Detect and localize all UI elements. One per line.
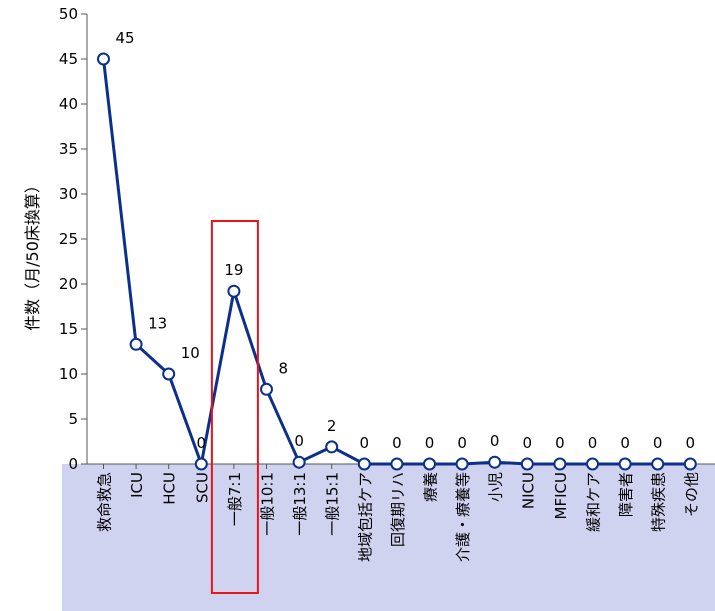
y-tick-label: 15 xyxy=(59,320,78,338)
x-tick-label: 療養 xyxy=(422,472,440,502)
data-point xyxy=(227,284,241,298)
data-point xyxy=(357,457,371,471)
data-point xyxy=(488,455,502,469)
x-tick-label: 障害者 xyxy=(617,472,635,517)
x-tick-label: NICU xyxy=(519,472,537,509)
data-label: 0 xyxy=(457,434,467,452)
series-line xyxy=(102,58,691,466)
y-tick-label: 20 xyxy=(59,275,78,293)
data-point xyxy=(97,52,110,66)
data-label: 8 xyxy=(279,359,289,377)
data-label: 10 xyxy=(181,344,200,362)
data-point xyxy=(325,440,339,454)
data-label: 0 xyxy=(555,434,565,452)
data-point xyxy=(553,457,567,471)
y-axis-label: 件数（月/50床換算） xyxy=(23,177,42,331)
category-axis-band xyxy=(62,464,715,611)
data-label: 0 xyxy=(197,434,207,452)
x-tick-label: HCU xyxy=(161,472,179,505)
x-tick-label: 一般7:1 xyxy=(226,472,244,526)
x-tick-label: 一般10:1 xyxy=(259,472,277,536)
x-tick-label: 回復期リハ xyxy=(389,472,407,547)
y-tick-label: 5 xyxy=(68,410,78,428)
data-point xyxy=(129,337,143,351)
data-label: 13 xyxy=(148,314,167,332)
x-axis: 救命救急 ICU HCU SCU 一般7:1 一般10:1 一般13:1 一般15:1 地域包括… xyxy=(87,463,715,562)
data-point xyxy=(455,457,469,471)
data-point xyxy=(683,457,697,471)
data-point xyxy=(520,457,534,471)
data-label: 0 xyxy=(294,432,304,450)
x-tick-label: 一般15:1 xyxy=(324,472,342,536)
data-label: 0 xyxy=(620,434,630,452)
y-tick-label: 45 xyxy=(59,50,78,68)
y-tick-label: 10 xyxy=(59,365,78,383)
data-point xyxy=(586,457,599,471)
x-tick-label: その他 xyxy=(682,472,700,517)
data-point xyxy=(618,457,632,471)
x-tick-label: 地域包括ケア xyxy=(356,472,374,562)
data-point xyxy=(260,382,273,396)
data-label: 45 xyxy=(116,29,135,47)
data-label: 19 xyxy=(224,261,243,279)
data-label: 0 xyxy=(653,434,663,452)
x-tick-label: 緩和ケア xyxy=(585,472,603,532)
data-point xyxy=(390,457,404,471)
data-point xyxy=(162,367,176,381)
y-tick-label: 40 xyxy=(59,95,78,113)
data-label: 2 xyxy=(327,417,337,435)
data-label: 0 xyxy=(425,434,435,452)
data-point xyxy=(194,457,208,471)
data-label: 0 xyxy=(523,434,533,452)
x-tick-label: 介護・療養等 xyxy=(454,472,472,562)
y-axis: 0 5 10 15 20 25 30 35 40 45 50 xyxy=(59,5,88,473)
x-tick-label: 小児 xyxy=(487,472,505,502)
y-tick-label: 35 xyxy=(59,140,78,158)
y-tick-label: 30 xyxy=(59,185,78,203)
data-label: 0 xyxy=(588,434,598,452)
x-tick-label: MFICU xyxy=(552,472,570,519)
series-line-group: 45 13 10 0 19 8 0 2 0 0 0 0 0 0 0 0 0 0 0 xyxy=(97,29,697,471)
data-label: 0 xyxy=(686,434,696,452)
x-tick-label: 一般13:1 xyxy=(291,472,309,536)
data-point xyxy=(423,457,436,471)
x-tick-label: ICU xyxy=(128,472,146,498)
data-label: 0 xyxy=(392,434,402,452)
x-tick-label: 特殊疾患 xyxy=(650,472,668,532)
y-tick-label: 50 xyxy=(59,5,78,23)
data-point xyxy=(651,457,665,471)
x-tick-label: 救命救急 xyxy=(96,472,114,532)
y-tick-label: 25 xyxy=(59,230,78,248)
highlight-box xyxy=(210,220,259,594)
data-label: 0 xyxy=(360,434,370,452)
y-tick-label: 0 xyxy=(68,455,78,473)
x-tick-label: SCU xyxy=(193,472,211,503)
data-label: 0 xyxy=(490,432,500,450)
data-point xyxy=(292,455,306,469)
